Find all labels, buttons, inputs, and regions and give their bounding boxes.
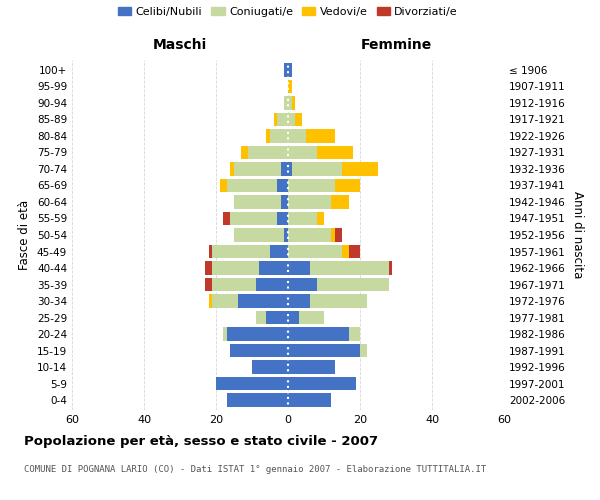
Bar — [317, 278, 389, 291]
Y-axis label: Fasce di età: Fasce di età — [19, 200, 31, 270]
Bar — [223, 212, 230, 225]
Bar — [277, 212, 288, 225]
Bar — [335, 228, 342, 241]
Bar — [227, 394, 288, 406]
Bar — [205, 278, 212, 291]
Bar — [212, 262, 259, 274]
Bar — [306, 130, 335, 142]
Bar — [266, 130, 270, 142]
Bar — [295, 113, 302, 126]
Text: COMUNE DI POGNANA LARIO (CO) - Dati ISTAT 1° gennaio 2007 - Elaborazione TUTTITA: COMUNE DI POGNANA LARIO (CO) - Dati ISTA… — [24, 465, 486, 474]
Bar — [252, 360, 288, 374]
Bar — [288, 328, 349, 340]
Bar — [212, 278, 256, 291]
Bar — [234, 228, 284, 241]
Text: Maschi: Maschi — [153, 38, 207, 52]
Bar — [281, 196, 288, 208]
Bar — [349, 245, 360, 258]
Bar — [234, 196, 281, 208]
Bar — [317, 212, 324, 225]
Bar — [230, 212, 277, 225]
Bar — [360, 344, 367, 357]
Bar — [288, 311, 299, 324]
Bar — [288, 394, 331, 406]
Y-axis label: Anni di nascita: Anni di nascita — [571, 192, 584, 278]
Bar — [288, 344, 360, 357]
Bar — [292, 162, 342, 175]
Bar — [209, 245, 212, 258]
Bar — [288, 80, 292, 93]
Bar — [256, 278, 288, 291]
Bar — [227, 179, 277, 192]
Bar — [335, 179, 360, 192]
Bar — [288, 96, 292, 110]
Bar — [288, 377, 356, 390]
Bar — [342, 162, 378, 175]
Bar — [288, 360, 335, 374]
Bar — [274, 113, 277, 126]
Bar — [331, 196, 349, 208]
Bar — [277, 113, 288, 126]
Bar — [288, 245, 342, 258]
Bar — [212, 294, 238, 308]
Bar — [241, 146, 248, 159]
Bar — [317, 146, 353, 159]
Bar — [288, 294, 310, 308]
Bar — [284, 96, 288, 110]
Bar — [281, 162, 288, 175]
Bar — [288, 130, 306, 142]
Bar — [288, 228, 331, 241]
Bar — [389, 262, 392, 274]
Bar — [212, 245, 270, 258]
Bar — [288, 64, 292, 76]
Bar — [288, 212, 317, 225]
Bar — [310, 262, 389, 274]
Bar — [220, 179, 227, 192]
Bar — [277, 179, 288, 192]
Bar — [288, 278, 317, 291]
Text: Popolazione per età, sesso e stato civile - 2007: Popolazione per età, sesso e stato civil… — [24, 435, 378, 448]
Bar — [234, 162, 281, 175]
Legend: Celibi/Nubili, Coniugati/e, Vedovi/e, Divorziati/e: Celibi/Nubili, Coniugati/e, Vedovi/e, Di… — [113, 2, 463, 22]
Bar — [288, 196, 331, 208]
Bar — [230, 162, 234, 175]
Bar — [248, 146, 288, 159]
Bar — [288, 262, 310, 274]
Bar — [256, 311, 266, 324]
Bar — [223, 328, 227, 340]
Bar — [230, 344, 288, 357]
Bar — [310, 294, 367, 308]
Bar — [349, 328, 360, 340]
Bar — [292, 96, 295, 110]
Bar — [259, 262, 288, 274]
Bar — [284, 228, 288, 241]
Bar — [209, 294, 212, 308]
Bar — [216, 377, 288, 390]
Bar — [284, 64, 288, 76]
Bar — [288, 179, 335, 192]
Bar — [288, 113, 295, 126]
Bar — [270, 130, 288, 142]
Bar — [342, 245, 349, 258]
Bar — [227, 328, 288, 340]
Bar — [288, 162, 292, 175]
Bar — [266, 311, 288, 324]
Bar — [331, 228, 335, 241]
Bar — [238, 294, 288, 308]
Bar — [299, 311, 324, 324]
Text: Femmine: Femmine — [361, 38, 431, 52]
Bar — [205, 262, 212, 274]
Bar — [288, 146, 317, 159]
Bar — [270, 245, 288, 258]
